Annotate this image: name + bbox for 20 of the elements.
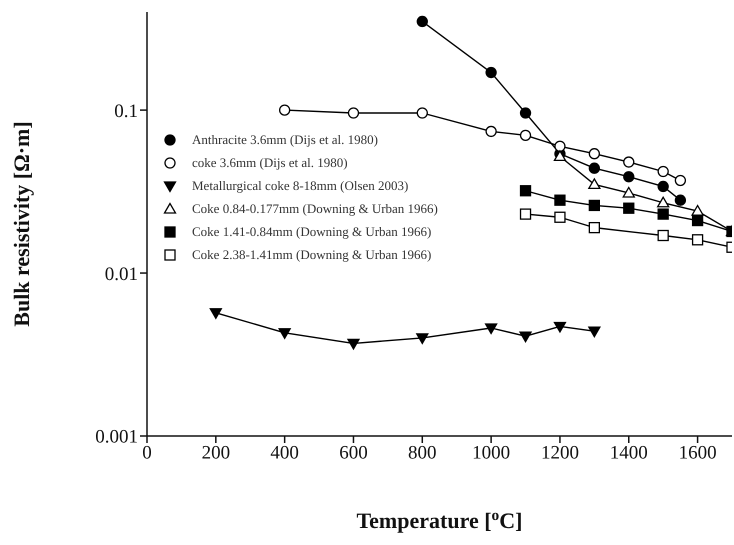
x-tick-label: 1000 xyxy=(472,442,510,464)
x-axis-title: Temperature [$^{o}$C] xyxy=(356,506,522,533)
x-tick-label: 600 xyxy=(339,442,368,464)
y-tick-label: 0.01 xyxy=(104,264,138,285)
legend-label: Anthracite 3.6mm (Dijs et al. 1980) xyxy=(192,132,378,148)
legend-label: Coke 0.84-0.177mm (Downing & Urban 1966) xyxy=(192,200,438,216)
y-axis-title: Bulk resistivity [Ω·m] xyxy=(9,121,34,327)
y-tick-label: 0.001 xyxy=(95,426,138,448)
y-tick-label: 0.1 xyxy=(114,100,138,122)
x-tick-label: 200 xyxy=(202,442,230,464)
x-tick-label: 0 xyxy=(142,442,152,464)
legend-label: Coke 2.38-1.41mm (Downing & Urban 1966) xyxy=(192,246,432,262)
x-tick-label: 1400 xyxy=(610,442,648,464)
legend-label: Metallurgical coke 8-18mm (Olsen 2003) xyxy=(192,178,408,194)
x-tick-label: 1600 xyxy=(678,442,717,464)
x-tick-label: 400 xyxy=(270,442,299,464)
x-tick-label: 1200 xyxy=(540,442,579,464)
legend-label: Coke 1.41-0.84mm (Downing & Urban 1966) xyxy=(192,224,432,240)
legend-label: coke 3.6mm (Dijs et al. 1980) xyxy=(192,154,348,170)
x-tick-label: 800 xyxy=(408,442,437,464)
